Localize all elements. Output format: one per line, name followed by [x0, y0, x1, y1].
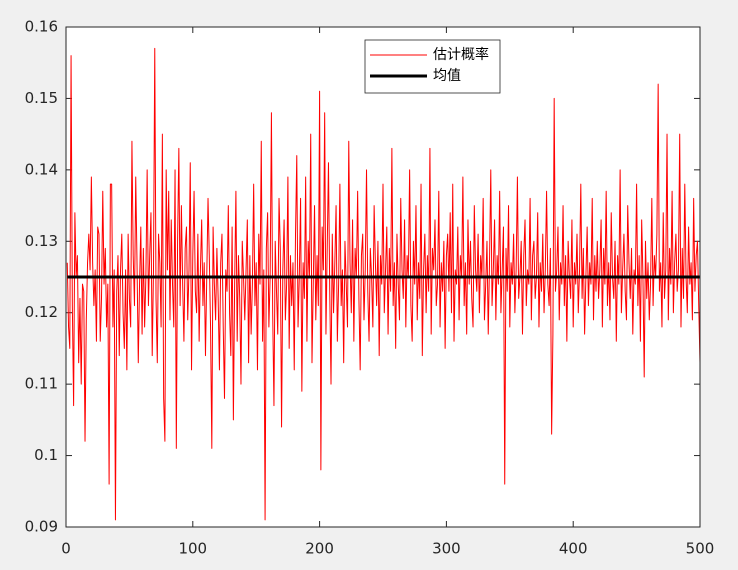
axes-box — [65, 26, 701, 528]
y-tick-label: 0.14 — [25, 160, 58, 178]
y-tick-label: 0.09 — [25, 518, 58, 536]
y-tick-label: 0.15 — [25, 89, 58, 107]
y-tick-label: 0.11 — [25, 375, 58, 393]
x-tick-label: 500 — [686, 540, 715, 558]
y-tick-label: 0.13 — [25, 232, 58, 250]
y-tick-label: 0.12 — [25, 303, 58, 321]
x-tick-label: 200 — [305, 540, 334, 558]
x-tick-label: 100 — [178, 540, 207, 558]
x-tick-label: 300 — [432, 540, 461, 558]
legend-box — [364, 39, 501, 94]
legend-label: 均值 — [433, 68, 461, 84]
x-tick-label: 400 — [559, 540, 588, 558]
series-line — [66, 47, 701, 521]
legend-label: 估计概率 — [433, 46, 489, 63]
y-tick-label: 0.1 — [34, 446, 58, 464]
x-tick-label: 0 — [61, 540, 71, 558]
y-tick-label: 0.16 — [25, 18, 58, 36]
